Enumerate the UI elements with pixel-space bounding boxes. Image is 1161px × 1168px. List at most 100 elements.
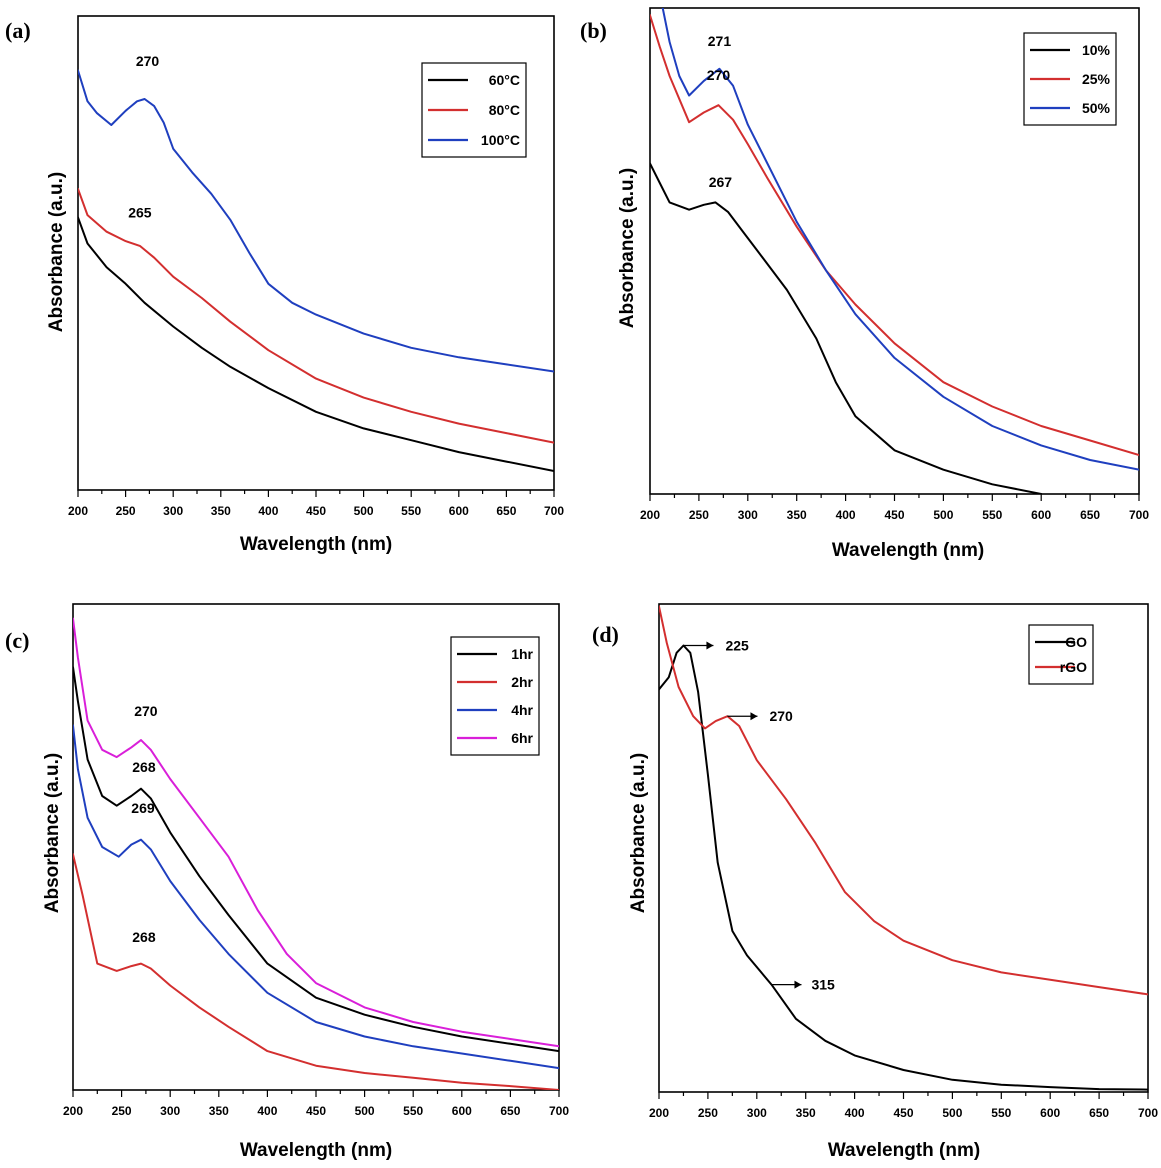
x-tick-label: 200: [649, 1106, 669, 1120]
panel-b: 200 250 300 350 400 450 500 550 600 650 700 Wavelen…: [580, 7, 1149, 561]
panel-letter: (d): [592, 622, 619, 647]
x-tick-label: 400: [836, 508, 856, 522]
annotation-arrow-head: [750, 712, 758, 721]
x-tick-label: 300: [160, 1104, 180, 1118]
series-line-go: [659, 644, 1148, 1091]
series-line-25: [650, 14, 1139, 457]
x-tick-label: 350: [209, 1104, 229, 1118]
x-tick-label: 450: [884, 508, 904, 522]
x-tick-label: 450: [893, 1106, 913, 1120]
x-tick-label: 200: [640, 508, 660, 522]
series-group: [650, 8, 1139, 494]
x-tick-label: 300: [738, 508, 758, 522]
series-line-6hr: [73, 617, 559, 1048]
peak-annotation: 315: [811, 977, 835, 993]
series-line-60c: [78, 216, 554, 472]
y-axis-title: Absorbance (a.u.): [42, 753, 63, 913]
legend-label-1hr: 1hr: [511, 646, 533, 662]
x-tick-label: 600: [1040, 1106, 1060, 1120]
x-tick-label: 550: [991, 1106, 1011, 1120]
x-tick-label: 600: [1031, 508, 1051, 522]
series-group: [73, 617, 559, 1090]
peak-annotation: 265: [128, 205, 152, 221]
series-group: [78, 69, 554, 472]
x-tick-label: 250: [112, 1104, 132, 1118]
peak-annotation: 270: [707, 67, 731, 83]
panel-d: 200 250 300 350 400 450 500 550 600 650 700 Wavelen…: [592, 603, 1158, 1161]
series-line-4hr: [73, 724, 559, 1070]
x-tick-label: 700: [544, 504, 564, 518]
peak-annotation: 271: [708, 33, 732, 49]
legend-label-6hr: 6hr: [511, 730, 533, 746]
x-tick-label: 350: [796, 1106, 816, 1120]
x-tick-label: 500: [354, 504, 374, 518]
x-tick-label: 400: [257, 1104, 277, 1118]
x-tick-label: 700: [1138, 1106, 1158, 1120]
series-line-rgo: [659, 605, 1148, 996]
peak-annotation: 268: [132, 759, 156, 775]
x-tick-label: 250: [116, 504, 136, 518]
legend-label-50: 50%: [1082, 100, 1111, 116]
x-tick-label: 350: [211, 504, 231, 518]
x-tick-label: 500: [355, 1104, 375, 1118]
legend-label-25: 25%: [1082, 71, 1111, 87]
x-tick-label: 650: [496, 504, 516, 518]
x-tick-label: 400: [845, 1106, 865, 1120]
x-tick-label: 250: [698, 1106, 718, 1120]
peak-annotation: 270: [136, 53, 160, 69]
panel-a: 200 250 300 350 400 450 500 550 600 650 700 Wavelen…: [5, 15, 564, 555]
legend-label-2hr: 2hr: [511, 674, 533, 690]
panel-letter: (a): [5, 18, 31, 43]
x-axis-title: Wavelength (nm): [832, 540, 984, 561]
panel-letter: (c): [5, 628, 29, 653]
x-tick-label: 350: [787, 508, 807, 522]
x-tick-label: 450: [306, 504, 326, 518]
peak-annotation: 270: [134, 703, 158, 719]
annotation-arrow-head: [706, 641, 714, 650]
y-axis-title: Absorbance (a.u.): [617, 168, 638, 328]
x-tick-label: 650: [1080, 508, 1100, 522]
legend-box: [450, 636, 540, 756]
legend-label-go: GO: [1065, 634, 1087, 650]
peak-annotation: 267: [709, 174, 733, 190]
legend-label-80c: 80°C: [489, 102, 520, 118]
peak-annotation: 270: [769, 708, 793, 724]
x-tick-label: 300: [747, 1106, 767, 1120]
panel-c: 200 250 300 350 400 450 500 550 600 650 700 Wavelen…: [5, 603, 569, 1161]
x-tick-label: 550: [982, 508, 1002, 522]
x-tick-label: 500: [933, 508, 953, 522]
peak-annotation: 269: [131, 800, 155, 816]
x-axis-title: Wavelength (nm): [240, 534, 392, 555]
x-tick-label: 450: [306, 1104, 326, 1118]
series-line-2hr: [73, 853, 559, 1090]
x-tick-label: 400: [258, 504, 278, 518]
x-tick-label: 300: [163, 504, 183, 518]
x-tick-label: 500: [942, 1106, 962, 1120]
x-tick-label: 550: [403, 1104, 423, 1118]
series-line-10: [650, 162, 1043, 494]
x-tick-label: 700: [549, 1104, 569, 1118]
x-axis-title: Wavelength (nm): [828, 1140, 980, 1161]
series-line-1hr: [73, 666, 559, 1053]
panel-letter: (b): [580, 18, 607, 43]
x-axis-title: Wavelength (nm): [240, 1140, 392, 1161]
x-tick-label: 700: [1129, 508, 1149, 522]
legend-label-60c: 60°C: [489, 72, 520, 88]
series-line-50: [661, 8, 1139, 471]
legend-box: [1028, 624, 1094, 685]
y-axis-title: Absorbance (a.u.): [46, 172, 67, 332]
x-tick-label: 550: [401, 504, 421, 518]
x-tick-label: 650: [500, 1104, 520, 1118]
x-tick-label: 600: [452, 1104, 472, 1118]
x-tick-label: 200: [63, 1104, 83, 1118]
x-tick-label: 600: [449, 504, 469, 518]
series-line-80c: [78, 188, 554, 444]
x-tick-label: 200: [68, 504, 88, 518]
series-group: [659, 605, 1148, 1091]
series-line-100c: [78, 69, 554, 373]
legend-label-100c: 100°C: [481, 132, 520, 148]
legend-label-4hr: 4hr: [511, 702, 533, 718]
legend-label-10: 10%: [1082, 42, 1111, 58]
y-axis-title: Absorbance (a.u.): [628, 753, 649, 913]
